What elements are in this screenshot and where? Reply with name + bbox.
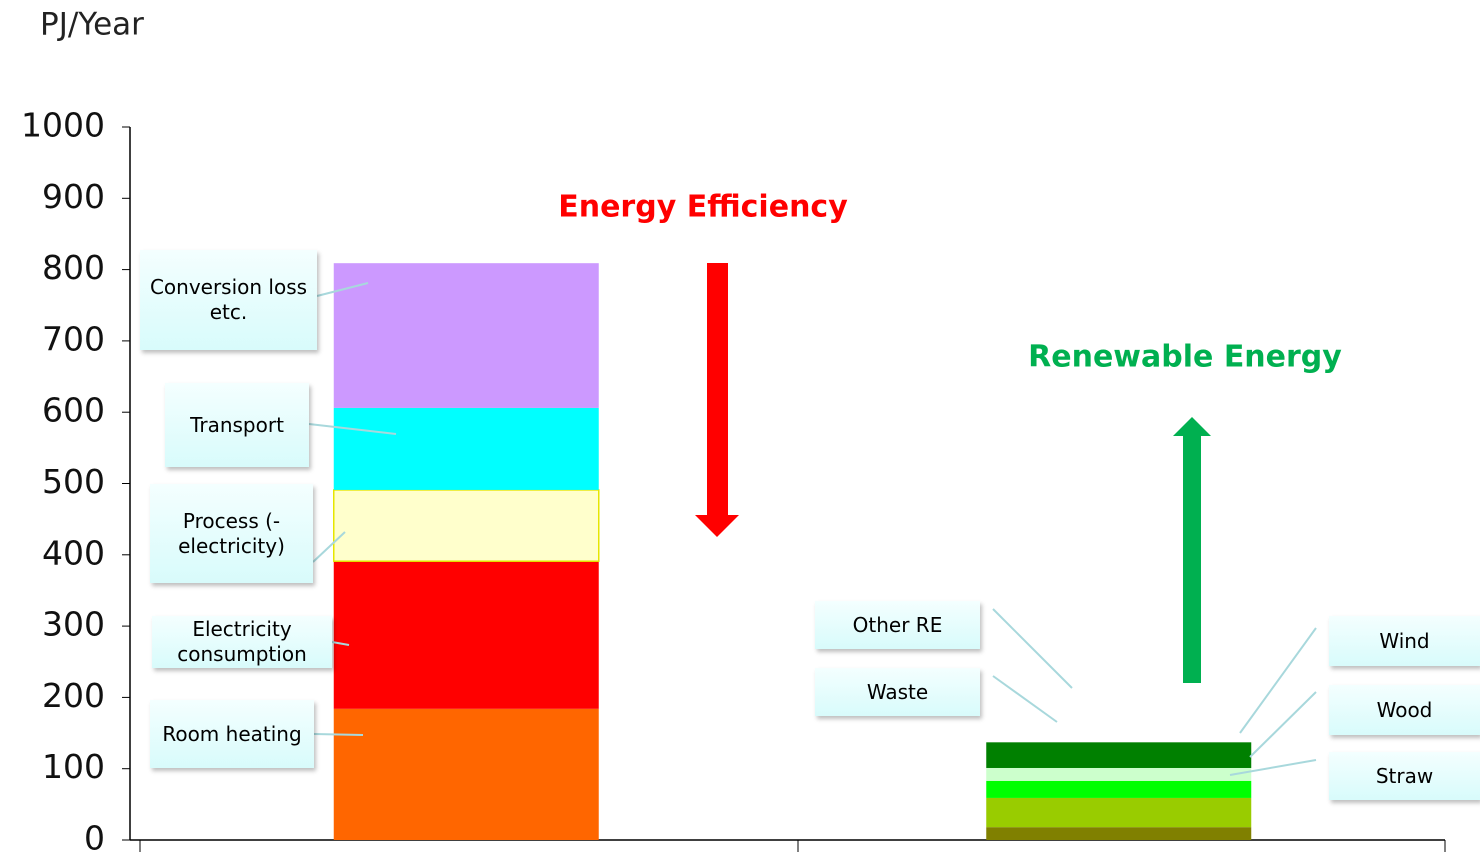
- segment-label: Waste: [815, 668, 980, 716]
- segment-label: Conversion loss etc.: [140, 250, 317, 350]
- y-tick-label: 300: [42, 605, 105, 644]
- bar-segment: [333, 561, 599, 709]
- arrow-up: [1173, 417, 1211, 683]
- annotation: Renewable Energy: [1028, 340, 1342, 375]
- y-tick-label: 600: [42, 391, 105, 430]
- segment-label: Straw: [1329, 752, 1480, 800]
- bar-segment: [333, 708, 599, 840]
- bar-segment: [333, 489, 600, 562]
- leader-line: [313, 733, 364, 736]
- segment-label: Transport: [165, 383, 309, 467]
- y-tick-label: 200: [42, 676, 105, 715]
- leader-line: [992, 608, 1073, 689]
- y-tick-label: 100: [42, 747, 105, 786]
- bar-segment: [986, 767, 1252, 781]
- leader-line: [1249, 691, 1317, 758]
- segment-label: Process (-electricity): [150, 484, 313, 583]
- y-tick-label: 500: [42, 462, 105, 501]
- segment-label: Other RE: [815, 601, 980, 649]
- leader-line: [1229, 759, 1317, 776]
- bar-segment: [986, 797, 1252, 828]
- bar-segment: [986, 742, 1252, 768]
- y-tick-label: 800: [42, 248, 105, 287]
- leader-line: [316, 282, 369, 297]
- y-tick-label: 1000: [21, 106, 105, 145]
- bar-segment: [333, 263, 599, 408]
- segment-label: Wood: [1329, 685, 1480, 735]
- bar-segment: [986, 780, 1252, 798]
- leader-line: [331, 641, 350, 646]
- y-tick-label: 900: [42, 177, 105, 216]
- leader-line: [992, 675, 1058, 723]
- arrow-down: [695, 263, 739, 537]
- y-tick-label: 400: [42, 533, 105, 572]
- leader-line: [1239, 627, 1317, 734]
- y-axis-label: PJ/Year: [40, 7, 144, 43]
- segment-label: Room heating: [150, 700, 314, 768]
- bar-segment: [986, 827, 1252, 840]
- bar-segment: [333, 407, 599, 490]
- segment-label: Electricity consumption: [152, 616, 332, 668]
- y-tick-label: 700: [42, 319, 105, 358]
- y-tick-label: 0: [84, 819, 105, 857]
- annotation: Energy Efficiency: [558, 190, 848, 225]
- leader-line: [308, 423, 397, 435]
- leader-line: [312, 531, 346, 563]
- segment-label: Wind: [1329, 616, 1480, 666]
